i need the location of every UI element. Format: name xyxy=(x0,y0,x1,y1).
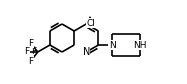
Text: F: F xyxy=(28,38,33,47)
Text: F: F xyxy=(28,57,33,66)
Text: N: N xyxy=(109,40,116,49)
Text: N: N xyxy=(83,47,90,57)
Text: NH: NH xyxy=(134,40,147,49)
Text: F: F xyxy=(31,47,36,57)
Text: F: F xyxy=(24,47,29,57)
Text: Cl: Cl xyxy=(86,19,95,28)
